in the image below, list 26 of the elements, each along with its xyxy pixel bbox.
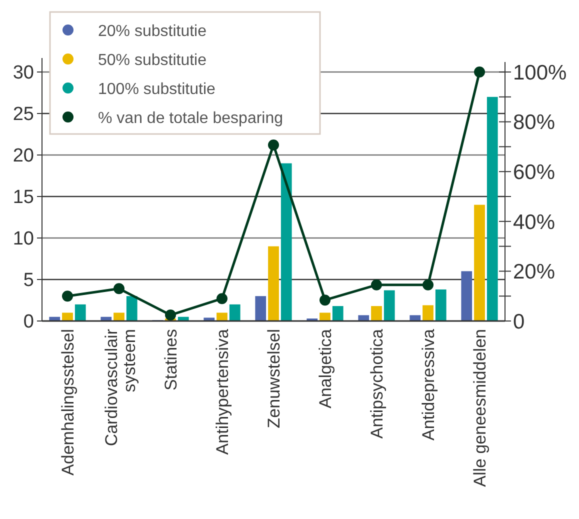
y-tick-label: 15 — [12, 187, 34, 208]
y-tick-label: 10 — [12, 228, 34, 250]
y-tick-label: 20 — [12, 146, 34, 167]
x-tick-label: Cardiovasculair systeem — [102, 328, 139, 446]
x-tick-label: Zenuwstelsel — [264, 329, 284, 428]
legend-label: % van de totale besparing — [98, 110, 284, 127]
legend-label: 100% substitutie — [98, 81, 216, 98]
x-tick-label: Antipsychotica — [368, 328, 387, 439]
y2-tick-label: 80% — [513, 111, 556, 134]
y-tick-label: 25 — [12, 104, 34, 126]
x-tick-label: Antidepressiva — [419, 328, 438, 441]
x-tick-label: Ademhalingsstelsel — [58, 329, 78, 476]
y2-tick-label: 0 — [513, 310, 525, 334]
x-tick-label: Analgetica — [316, 328, 335, 408]
legend-label: 20% substitutie — [98, 23, 207, 40]
x-tick-label: Alle geneesmiddelen — [470, 329, 490, 487]
x-tick-label: Statines — [161, 329, 180, 390]
y-tick-label: 30 — [12, 62, 34, 84]
y2-tick-label: 100% — [513, 61, 567, 84]
legend-label: 50% substitutie — [98, 52, 207, 69]
y-tick-label: 5 — [23, 270, 34, 292]
y2-tick-label: 20% — [513, 260, 556, 284]
x-tick-label: Antihypertensiva — [213, 328, 232, 455]
y-tick-label: 0 — [23, 312, 34, 333]
y2-tick-label: 40% — [513, 210, 556, 234]
y2-tick-label: 60% — [513, 160, 556, 184]
